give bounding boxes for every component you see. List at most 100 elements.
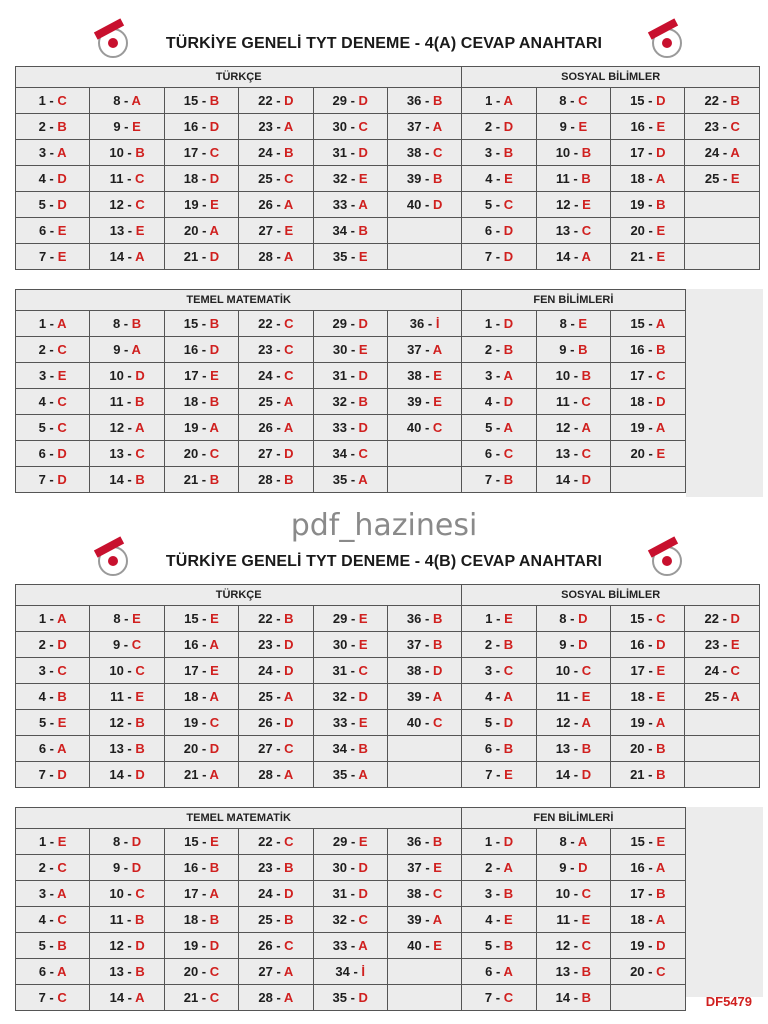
question-number: 5 - [38, 715, 58, 730]
answer-letter: B [209, 472, 220, 487]
answer-letter: D [358, 860, 368, 875]
answer-letter: A [209, 223, 219, 238]
question-number: 2 - [484, 119, 504, 134]
answer-letter: D [57, 171, 67, 186]
answer-cell: 13 - B [89, 735, 165, 762]
answer-cell: 17 - E [163, 657, 240, 684]
answer-letter: B [209, 93, 220, 108]
question-number: 4 - [38, 912, 58, 927]
answer-letter: E [504, 171, 513, 186]
question-number: 6 - [38, 964, 58, 979]
answer-letter: E [358, 611, 368, 626]
section-header: FEN BİLİMLERİ [461, 807, 686, 829]
question-number: 20 - [630, 223, 657, 238]
answer-cell: 16 - E [610, 113, 686, 140]
answer-cell: 27 - C [238, 735, 314, 762]
answer-letter: C [284, 368, 294, 383]
answer-cell: 21 - C [163, 984, 240, 1011]
answer-letter: B [135, 715, 145, 730]
answer-cell: 15 - E [163, 828, 240, 855]
answer-letter: B [135, 394, 145, 409]
answer-cell: 12 - A [535, 414, 612, 441]
answer-letter: E [57, 368, 67, 383]
answer-letter: A [209, 637, 219, 652]
question-number: 36 - [406, 834, 433, 849]
question-number: 7 - [38, 990, 58, 1005]
question-number: 6 - [38, 741, 58, 756]
empty-cell [386, 217, 463, 244]
answer-letter: E [358, 171, 368, 186]
answer-cell: 20 - C [163, 440, 240, 467]
answer-cell: 18 - A [610, 165, 686, 192]
answer-letter: B [503, 145, 514, 160]
answer-letter: A [57, 886, 67, 901]
answer-cell: 13 - B [535, 958, 612, 985]
answer-cell: 19 - A [610, 414, 686, 441]
question-number: 9 - [559, 342, 579, 357]
answer-cell: 14 - B [535, 984, 612, 1011]
answer-cell: 2 - B [461, 631, 537, 658]
answer-letter: D [284, 446, 294, 461]
answer-cell: 26 - C [238, 932, 314, 959]
answer-letter: B [503, 938, 514, 953]
question-number: 39 - [407, 689, 433, 704]
answer-cell: 5 - A [461, 414, 537, 441]
answer-letter: C [581, 223, 592, 238]
question-number: 14 - [555, 249, 582, 264]
answer-letter: A [57, 316, 67, 331]
question-number: 16 - [184, 637, 210, 652]
question-number: 29 - [332, 611, 359, 626]
question-number: 25 - [258, 912, 285, 927]
answer-letter: C [57, 860, 67, 875]
answer-cell: 10 - D [89, 362, 165, 389]
answer-cell: 18 - A [610, 906, 686, 933]
answer-cell: 9 - D [535, 631, 612, 658]
answer-cell: 7 - E [14, 243, 91, 270]
question-number: 18 - [630, 171, 656, 186]
question-number: 16 - [630, 860, 656, 875]
answer-letter: D [209, 741, 220, 756]
question-number: 30 - [332, 342, 359, 357]
question-number: 27 - [258, 446, 285, 461]
answer-letter: B [578, 342, 588, 357]
answer-letter: C [57, 93, 67, 108]
question-number: 18 - [183, 171, 210, 186]
question-number: 15 - [630, 611, 657, 626]
question-number: 9 - [112, 637, 132, 652]
answer-cell: 12 - A [89, 414, 165, 441]
answer-letter: B [358, 223, 368, 238]
answer-cell: 40 - D [386, 191, 463, 218]
answer-letter: C [209, 446, 220, 461]
answer-cell: 27 - D [238, 440, 314, 467]
answer-letter: A [577, 834, 588, 849]
answer-cell: 37 - E [386, 854, 463, 881]
answer-letter: C [656, 368, 666, 383]
question-number: 3 - [484, 886, 504, 901]
question-number: 18 - [630, 394, 657, 409]
answer-cell: 20 - A [163, 217, 240, 244]
answer-cell: 34 - C [312, 440, 388, 467]
answer-cell: 26 - A [238, 191, 314, 218]
logo-right-icon [652, 28, 682, 58]
question-number: 11 - [556, 394, 582, 409]
question-number: 22 - [704, 93, 731, 108]
answer-cell: 19 - A [610, 709, 686, 736]
answer-letter: A [581, 715, 591, 730]
answer-cell: 14 - D [89, 761, 165, 788]
question-number: 1 - [485, 93, 504, 108]
question-number: 12 - [109, 715, 136, 730]
answer-cell: 20 - C [163, 958, 240, 985]
answer-cell: 17 - B [610, 880, 686, 907]
answer-letter: D [135, 368, 145, 383]
question-number: 24 - [704, 663, 731, 678]
question-number: 19 - [630, 715, 656, 730]
question-number: 33 - [332, 715, 359, 730]
answer-cell: 17 - D [610, 139, 686, 166]
question-number: 33 - [332, 197, 359, 212]
question-number: 37 - [406, 637, 433, 652]
question-number: 15 - [184, 834, 211, 849]
answer-cell: 13 - C [535, 440, 612, 467]
question-number: 7 - [485, 767, 505, 782]
answer-cell: 12 - A [535, 709, 612, 736]
answer-cell: 16 - B [610, 336, 686, 363]
